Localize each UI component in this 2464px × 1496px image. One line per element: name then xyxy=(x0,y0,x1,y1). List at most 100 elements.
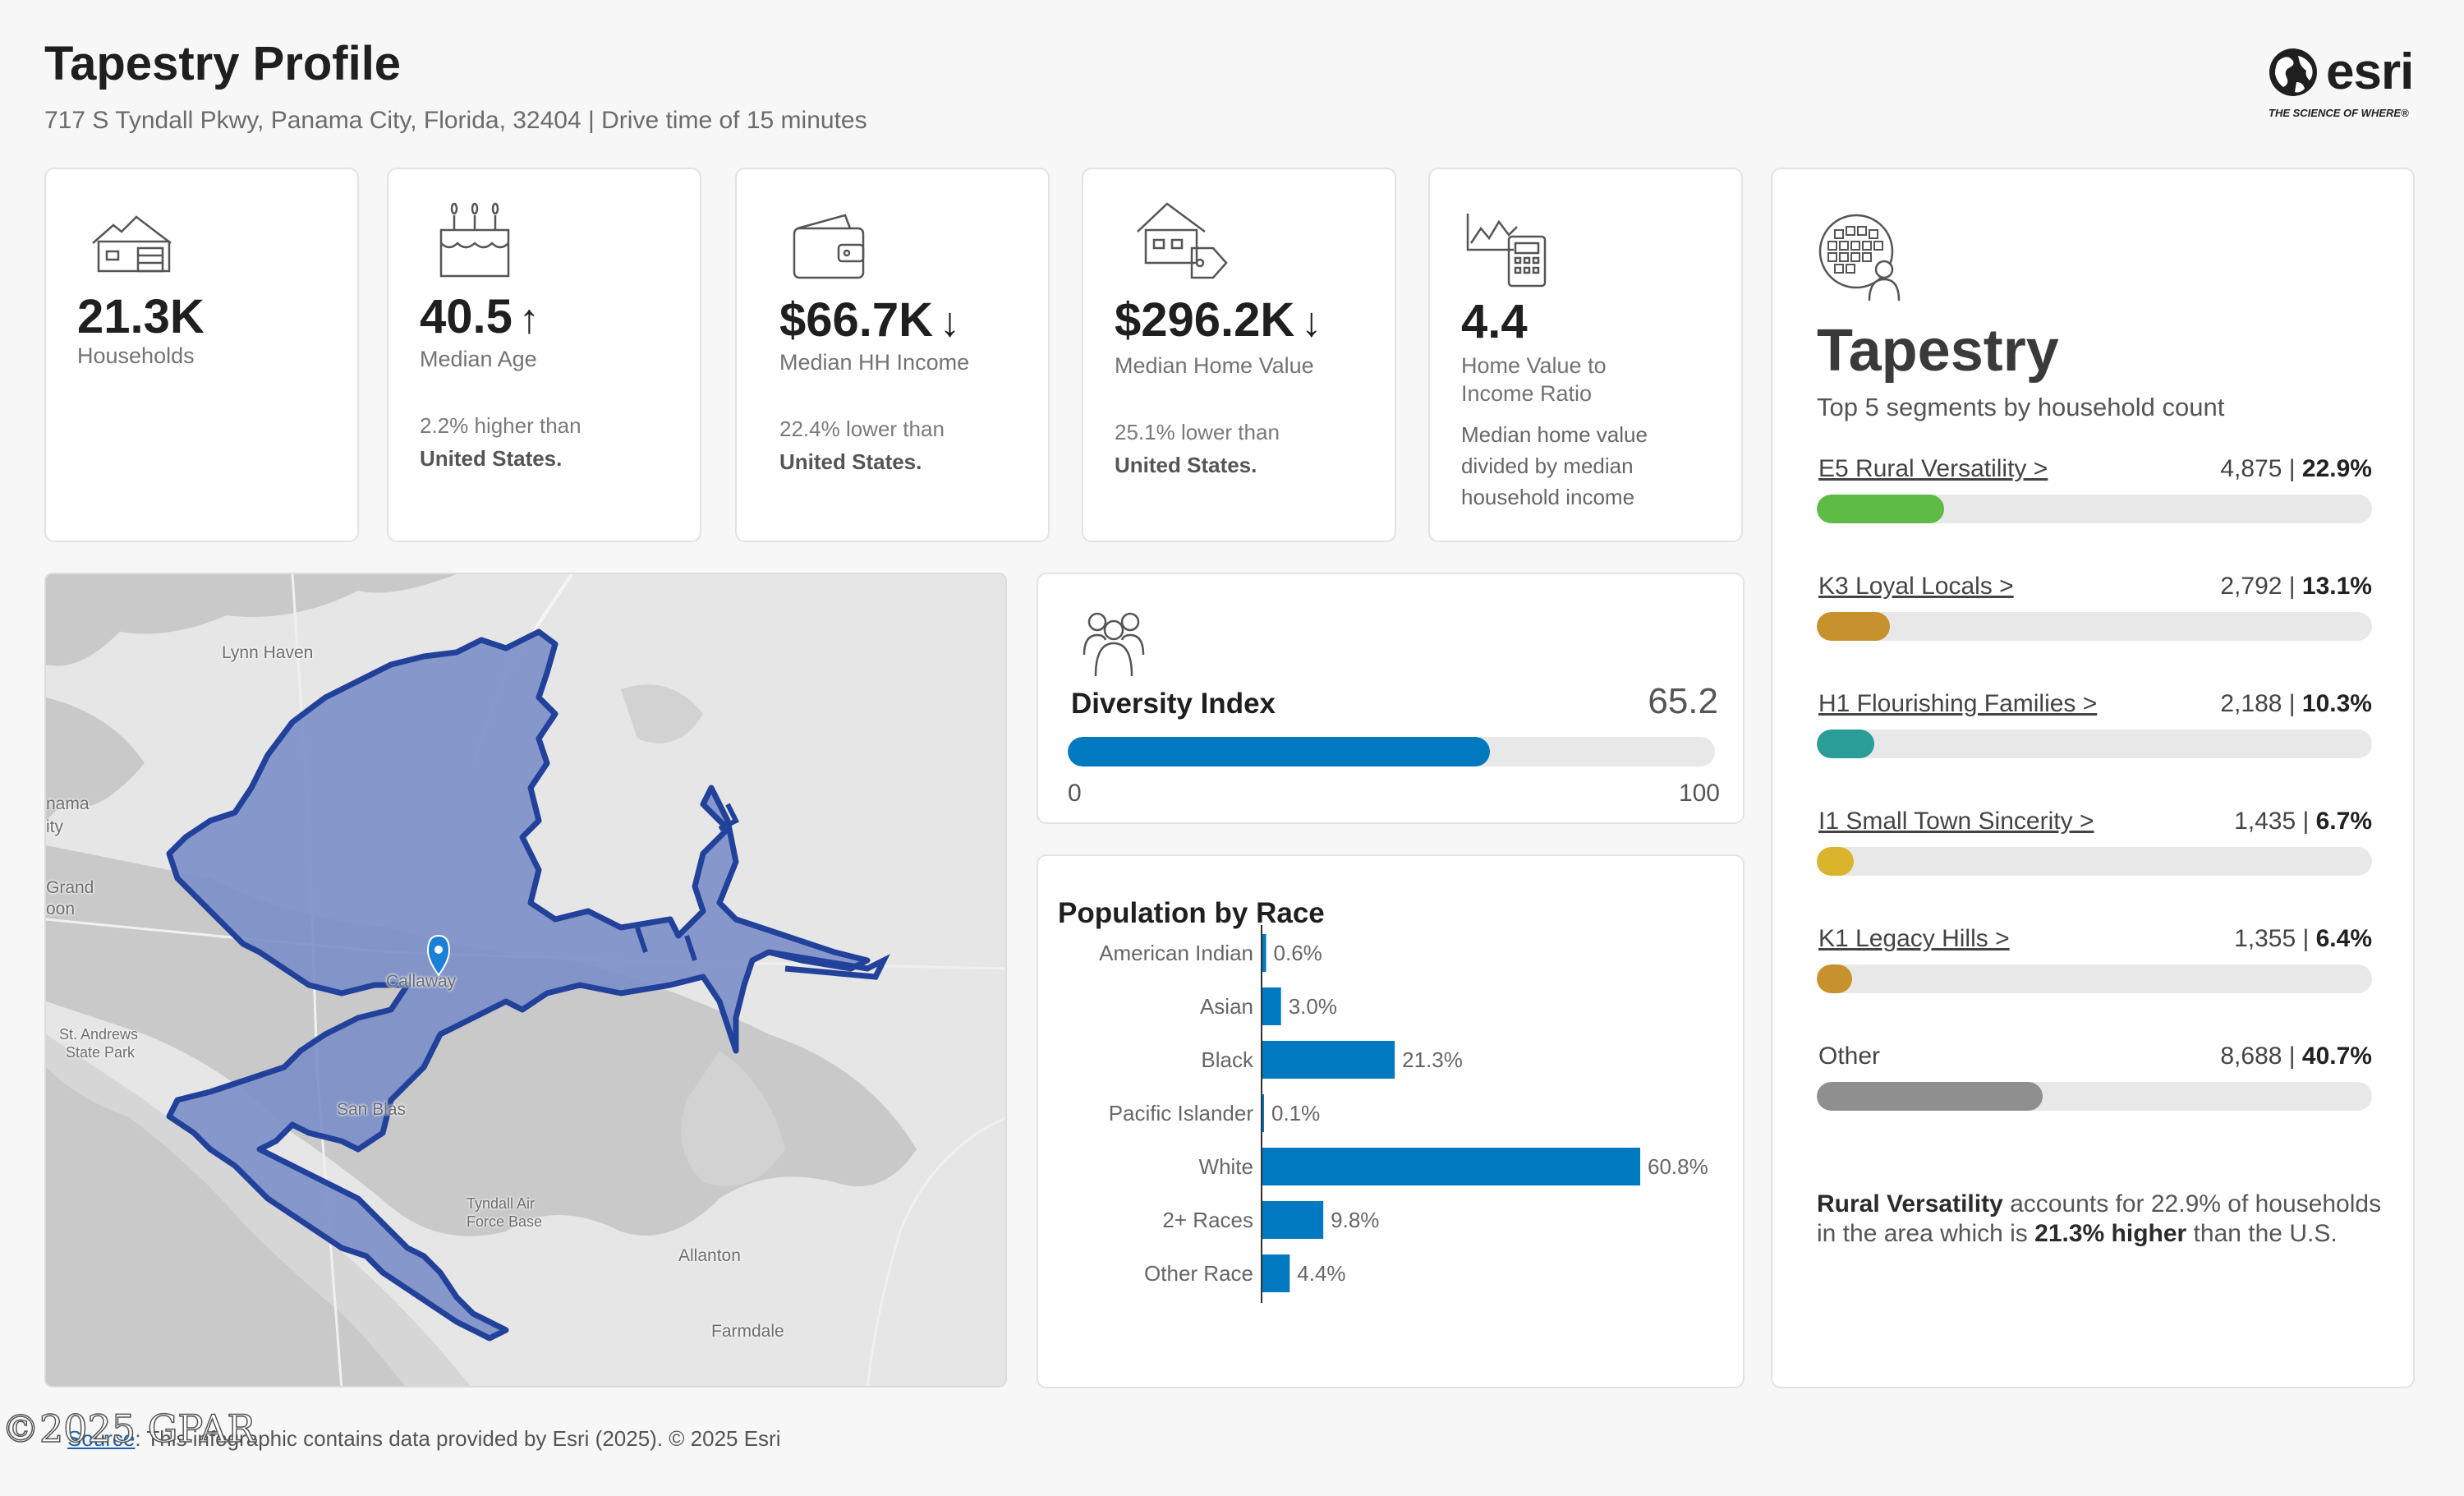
segment-value: 1,435 | 6.7% xyxy=(2234,808,2372,835)
map-label-farmdale: Farmdale xyxy=(711,1322,784,1341)
segment-link[interactable]: I1 Small Town Sincerity > xyxy=(1818,808,2094,835)
page-title: Tapestry Profile xyxy=(44,37,402,90)
segment-bar-fill xyxy=(1817,612,1890,641)
segment-pct: 40.7% xyxy=(2301,1043,2372,1070)
summary-comparison: 21.3% higher xyxy=(2034,1220,2187,1247)
home-value-note: 25.1% lower than United States. xyxy=(1115,416,1280,481)
segment-row[interactable]: E5 Rural Versatility > 4,875 | 22.9% xyxy=(1817,455,2372,523)
race-bar xyxy=(1262,1148,1640,1185)
median-age-note: 2.2% higher than United States. xyxy=(420,409,582,475)
map-canvas[interactable] xyxy=(46,574,1007,1388)
ratio-desc-line3: household income xyxy=(1461,485,1635,509)
segment-other-label: Other xyxy=(1818,1043,1881,1070)
race-bar xyxy=(1262,987,1281,1025)
ratio-label-line1: Home Value to xyxy=(1461,353,1607,378)
globe-icon xyxy=(2269,48,2317,96)
source-link[interactable]: Source xyxy=(67,1426,136,1451)
race-bar xyxy=(1262,1201,1324,1239)
map-label-tyndall-air: Tyndall Air xyxy=(467,1195,536,1212)
segment-pct: 6.4% xyxy=(2315,925,2372,952)
segment-row[interactable]: I1 Small Town Sincerity > 1,435 | 6.7% xyxy=(1817,808,2372,876)
race-category-label: White xyxy=(1199,1154,1253,1179)
diversity-title: Diversity Index xyxy=(1071,688,1276,720)
home-value-note-line1: 25.1% lower than xyxy=(1115,420,1280,444)
segment-bar xyxy=(1817,964,2372,993)
race-value-label: 21.3% xyxy=(1402,1047,1463,1072)
diversity-index-card: Diversity Index 65.2 0 100 xyxy=(1037,573,1745,824)
diversity-max: 100 xyxy=(1678,780,1720,807)
segment-count: 2,188 xyxy=(2220,690,2282,717)
race-bar xyxy=(1262,934,1266,972)
population-by-race-card: Population by Race American Indian 0.6% As… xyxy=(1037,854,1745,1388)
esri-logo[interactable]: esri THE SCIENCE OF WHERE® xyxy=(2267,44,2423,124)
segment-row[interactable]: K1 Legacy Hills > 1,355 | 6.4% xyxy=(1817,925,2372,993)
segment-link[interactable]: K1 Legacy Hills > xyxy=(1818,925,2010,952)
arrow-down-icon: ↓ xyxy=(940,299,961,345)
birthday-cake-icon xyxy=(439,202,510,278)
ratio-desc-line2: divided by median xyxy=(1461,453,1634,478)
race-category-label: American Indian xyxy=(1099,941,1253,965)
segment-count: 2,792 xyxy=(2220,573,2282,600)
segment-pct: 10.3% xyxy=(2301,690,2372,717)
segment-link[interactable]: H1 Flourishing Families > xyxy=(1818,690,2098,717)
arrow-down-icon: ↓ xyxy=(1301,299,1322,345)
wallet-icon xyxy=(793,214,865,279)
median-age-note-line1: 2.2% higher than xyxy=(420,413,582,438)
location-subtitle: 717 S Tyndall Pkwy, Panama City, Florida… xyxy=(44,107,867,134)
diversity-min: 0 xyxy=(1068,780,1082,807)
households-value: 21.3K xyxy=(77,290,205,343)
race-bar xyxy=(1262,1254,1290,1292)
home-value-card: $296.2K ↓ Median Home Value 25.1% lower t… xyxy=(1082,168,1396,542)
segment-pct: 6.7% xyxy=(2315,808,2372,835)
race-value-label: 3.0% xyxy=(1289,994,1337,1019)
segment-bar xyxy=(1817,730,2372,758)
segment-count: 1,355 xyxy=(2234,925,2296,952)
race-category-label: 2+ Races xyxy=(1162,1208,1253,1232)
households-card: 21.3K Households xyxy=(44,168,359,542)
race-value-label: 4.4% xyxy=(1297,1261,1345,1286)
summary-text-2: than the U.S. xyxy=(2186,1220,2338,1247)
tapestry-card: Tapestry Top 5 segments by household cou… xyxy=(1771,168,2415,1388)
segment-row[interactable]: K3 Loyal Locals > 2,792 | 13.1% xyxy=(1817,573,2372,641)
race-value-label: 0.6% xyxy=(1274,941,1322,965)
segment-count: 4,875 xyxy=(2220,455,2282,482)
segment-value: 1,355 | 6.4% xyxy=(2234,925,2372,952)
segment-value: 4,875 | 22.9% xyxy=(2220,455,2372,482)
segment-bar-fill xyxy=(1817,847,1855,876)
median-income-value: $66.7K ↓ xyxy=(779,292,960,348)
segment-bar-fill xyxy=(1817,964,1853,993)
median-income-note-line1: 22.4% lower than xyxy=(779,417,945,441)
copyright-watermark: ©2025 GPAR xyxy=(1,1406,256,1452)
segment-link[interactable]: E5 Rural Versatility > xyxy=(1818,455,2048,482)
ratio-description: Median home value divided by median hous… xyxy=(1461,419,1648,513)
race-category-label: Black xyxy=(1201,1047,1254,1072)
median-age-label: Median Age xyxy=(420,347,537,371)
median-income-note-line2: United States. xyxy=(779,449,922,474)
map-label-city: ity xyxy=(46,817,63,836)
race-category-label: Other Race xyxy=(1144,1261,1253,1286)
esri-tagline: THE SCIENCE OF WHERE® xyxy=(2269,107,2409,119)
segment-link[interactable]: K3 Loyal Locals > xyxy=(1818,573,2014,600)
tapestry-subtitle: Top 5 segments by household count xyxy=(1817,393,2225,421)
segment-count: 8,688 xyxy=(2220,1043,2282,1070)
race-bar-chart: American Indian 0.6% Asian 3.0% Black 21.3% Pa… xyxy=(1099,925,1708,1303)
tapestry-summary: Rural Versatility accounts for 22.9% of … xyxy=(1817,1190,2384,1249)
footer-text: : This infographic contains data provide… xyxy=(135,1426,781,1451)
home-value-label: Median Home Value xyxy=(1115,353,1314,378)
map-label-callaway: Callaway xyxy=(386,972,457,991)
map-label-lynn-haven: Lynn Haven xyxy=(222,643,314,662)
segment-bar xyxy=(1817,495,2372,523)
race-value-label: 0.1% xyxy=(1271,1101,1320,1125)
drive-time-map[interactable]: Lynn Haven nama ity Grand oon St. Andrew… xyxy=(44,573,1007,1388)
segment-row[interactable]: H1 Flourishing Families > 2,188 | 10.3% xyxy=(1817,690,2372,758)
race-bar xyxy=(1262,1041,1395,1079)
segment-bar xyxy=(1817,1082,2372,1111)
segment-globe-person-icon xyxy=(1818,214,1901,302)
race-category-label: Asian xyxy=(1200,994,1253,1019)
ratio-desc-line1: Median home value xyxy=(1461,422,1648,447)
ratio-label-line2: Income Ratio xyxy=(1461,381,1593,406)
median-age-card: 40.5 ↑ Median Age 2.2% higher than United… xyxy=(387,168,701,542)
diversity-value: 65.2 xyxy=(1648,681,1718,721)
map-label-lagoon: oon xyxy=(46,900,76,918)
segment-bar-fill xyxy=(1817,495,1944,523)
